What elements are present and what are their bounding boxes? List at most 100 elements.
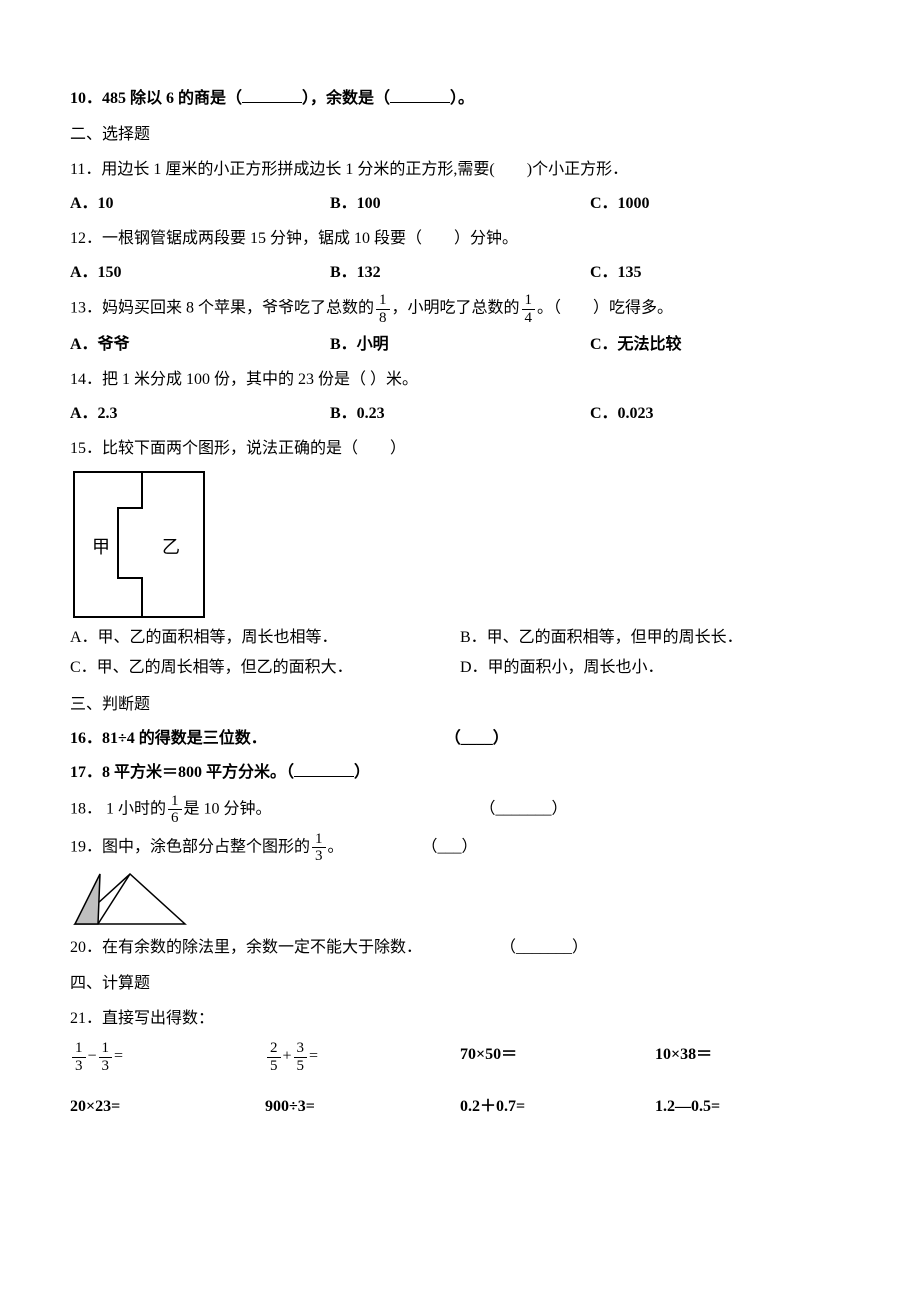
q12-opt-b: B．132	[330, 258, 590, 288]
q19-fn: 1	[312, 831, 326, 849]
section-4-title: 四、计算题	[70, 969, 850, 999]
q17-blank	[294, 760, 354, 777]
q12-opt-c: C．135	[590, 258, 850, 288]
q19-fd: 3	[312, 848, 326, 865]
q17-num: 17	[70, 764, 86, 781]
q10-t2: ），余数是（	[302, 90, 390, 107]
q11: 11．用边长 1 厘米的小正方形拼成边长 1 分米的正方形,需要( )个小正方形…	[70, 155, 850, 185]
q15-opt-a: A．甲、乙的面积相等，周长也相等．	[70, 623, 460, 653]
q19-t2: 。	[328, 839, 344, 856]
q19-frac: 13	[312, 831, 326, 865]
q13-t3: 。（ ）吃得多。	[537, 300, 673, 317]
q15-row1: A．甲、乙的面积相等，周长也相等． B．甲、乙的面积相等，但甲的周长长．	[70, 623, 850, 653]
q18-t2: 是 10 分钟。	[184, 801, 272, 818]
q18-frac: 16	[168, 793, 182, 827]
calc1-d: 10×38＝	[655, 1040, 850, 1074]
q10-t1: ．485 除以 6 的商是（	[86, 90, 242, 107]
q16-blank: （____）	[445, 730, 509, 747]
q14-num: 14	[70, 371, 86, 388]
calc1-c: 70×50＝	[460, 1040, 655, 1074]
q13: 13．妈妈买回来 8 个苹果，爷爷吃了总数的18，小明吃了总数的14。（ ）吃得…	[70, 292, 850, 326]
q13-t2: ，小明吃了总数的	[392, 300, 520, 317]
q14-text: ．把 1 米分成 100 份，其中的 23 份是（ ）米。	[86, 371, 418, 388]
q10-num: 10	[70, 90, 86, 107]
q13-options: A．爷爷 B．小明 C．无法比较	[70, 330, 850, 360]
calc2-b: 900÷3=	[265, 1092, 460, 1122]
q12-options: A．150 B．132 C．135	[70, 258, 850, 288]
q11-text: ．用边长 1 厘米的小正方形拼成边长 1 分米的正方形,需要( )个小正方形．	[85, 161, 628, 178]
c1a-f2: 13	[99, 1040, 113, 1074]
q20-blank: （_______）	[500, 939, 588, 956]
q15-opt-c: C．甲、乙的周长相等，但乙的面积大．	[70, 653, 460, 683]
q14-options: A．2.3 B．0.23 C．0.023	[70, 399, 850, 429]
q21: 21．直接写出得数：	[70, 1004, 850, 1034]
q20-num: 20	[70, 939, 86, 956]
q11-num: 11	[70, 161, 85, 178]
q15-opt-b: B．甲、乙的面积相等，但甲的周长长．	[460, 623, 850, 653]
q13-f2d: 4	[522, 310, 536, 327]
q11-opt-c: C．1000	[590, 189, 850, 219]
q18: 18． 1 小时的16是 10 分钟。 （_______）	[70, 793, 850, 827]
q12-opt-a: A．150	[70, 258, 330, 288]
q10-blank1	[242, 86, 302, 103]
q19-svg	[70, 869, 190, 929]
calc-row-1: 13−13= 25+35= 70×50＝ 10×38＝	[70, 1040, 850, 1074]
q19: 19．图中，涂色部分占整个图形的13。 （___）	[70, 831, 850, 865]
q15-text: ．比较下面两个图形，说法正确的是（ ）	[86, 440, 406, 457]
c1b-f1: 25	[267, 1040, 281, 1074]
q13-frac2: 14	[522, 292, 536, 326]
q13-opt-c: C．无法比较	[590, 330, 850, 360]
q18-fd: 6	[168, 810, 182, 827]
q19-num: 19	[70, 839, 86, 856]
q10: 10．485 除以 6 的商是（ ），余数是（ ）。	[70, 84, 850, 114]
q13-f1d: 8	[376, 310, 390, 327]
q19-t1: ．图中，涂色部分占整个图形的	[86, 839, 310, 856]
c1a-f1: 13	[72, 1040, 86, 1074]
q12-num: 12	[70, 230, 86, 247]
q18-blank: （_______）	[480, 801, 568, 818]
q17-text: ．8 平方米＝800 平方分米。（	[86, 764, 294, 781]
q15-num: 15	[70, 440, 86, 457]
q13-f1n: 1	[376, 292, 390, 310]
calc1-a: 13−13=	[70, 1040, 265, 1074]
q14-opt-c: C．0.023	[590, 399, 850, 429]
q10-t3: ）。	[450, 90, 474, 107]
calc2-c: 0.2＋0.7=	[460, 1092, 655, 1122]
calc-row-2: 20×23= 900÷3= 0.2＋0.7= 1.2—0.5=	[70, 1092, 850, 1122]
q17: 17．8 平方米＝800 平方分米。（ ）	[70, 758, 850, 788]
q18-fn: 1	[168, 793, 182, 811]
q16-num: 16	[70, 730, 86, 747]
q12: 12．一根钢管锯成两段要 15 分钟，锯成 10 段要（ ）分钟。	[70, 224, 850, 254]
q13-opt-a: A．爷爷	[70, 330, 330, 360]
q18-num: 18	[70, 801, 86, 818]
q15-row2: C．甲、乙的周长相等，但乙的面积大． D．甲的面积小，周长也小．	[70, 653, 850, 683]
q19-blank: （___）	[422, 839, 478, 856]
q20-text: ．在有余数的除法里，余数一定不能大于除数．	[86, 939, 422, 956]
q13-t1: ．妈妈买回来 8 个苹果，爷爷吃了总数的	[86, 300, 374, 317]
c1b-f2: 35	[294, 1040, 308, 1074]
q14: 14．把 1 米分成 100 份，其中的 23 份是（ ）米。	[70, 365, 850, 395]
q15-opt-d: D．甲的面积小，周长也小．	[460, 653, 850, 683]
q19-figure	[70, 869, 850, 929]
q15: 15．比较下面两个图形，说法正确的是（ ）	[70, 434, 850, 464]
q13-f2n: 1	[522, 292, 536, 310]
section-2-title: 二、选择题	[70, 120, 850, 150]
q18-t1: ． 1 小时的	[86, 801, 166, 818]
q17-end: ）	[354, 764, 370, 781]
q15-label-a: 甲	[92, 537, 110, 557]
q21-text: ．直接写出得数：	[86, 1010, 214, 1027]
calc1-b: 25+35=	[265, 1040, 460, 1074]
section-3-title: 三、判断题	[70, 690, 850, 720]
q16-text: ．81÷4 的得数是三位数．	[86, 730, 267, 747]
q14-opt-b: B．0.23	[330, 399, 590, 429]
q12-text: ．一根钢管锯成两段要 15 分钟，锯成 10 段要（ ）分钟。	[86, 230, 518, 247]
q16: 16．81÷4 的得数是三位数． （____）	[70, 724, 850, 754]
q11-options: A．10 B．100 C．1000	[70, 189, 850, 219]
q13-opt-b: B．小明	[330, 330, 590, 360]
calc2-a: 20×23=	[70, 1092, 265, 1122]
q21-num: 21	[70, 1010, 86, 1027]
q20: 20．在有余数的除法里，余数一定不能大于除数． （_______）	[70, 933, 850, 963]
q11-opt-a: A．10	[70, 189, 330, 219]
q14-opt-a: A．2.3	[70, 399, 330, 429]
calc2-d: 1.2—0.5=	[655, 1092, 850, 1122]
